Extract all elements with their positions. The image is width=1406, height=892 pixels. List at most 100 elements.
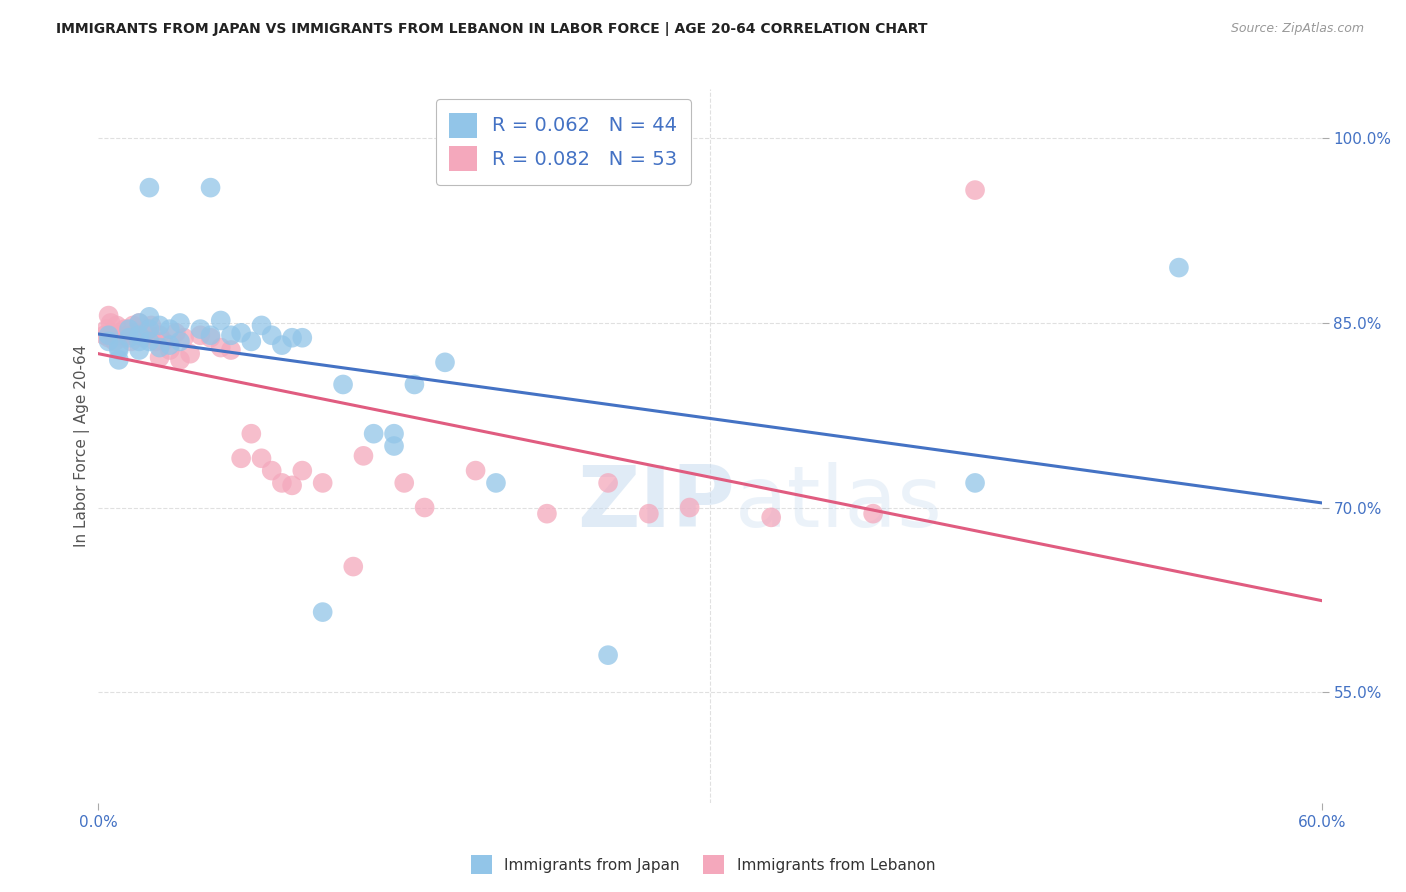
Point xyxy=(111,331,134,345)
Point xyxy=(536,507,558,521)
Point xyxy=(464,464,486,478)
Point xyxy=(260,328,283,343)
Text: IMMIGRANTS FROM JAPAN VS IMMIGRANTS FROM LEBANON IN LABOR FORCE | AGE 20-64 CORR: IMMIGRANTS FROM JAPAN VS IMMIGRANTS FROM… xyxy=(56,22,928,37)
Text: atlas: atlas xyxy=(734,461,942,545)
Legend: R = 0.062   N = 44, R = 0.082   N = 53: R = 0.062 N = 44, R = 0.082 N = 53 xyxy=(436,99,690,185)
Point xyxy=(270,338,294,352)
Point xyxy=(105,318,128,333)
Point xyxy=(122,318,145,333)
Point xyxy=(240,334,263,349)
Point xyxy=(118,328,141,343)
Point xyxy=(108,328,131,343)
Point xyxy=(159,322,181,336)
Point xyxy=(250,451,273,466)
Point xyxy=(128,334,150,349)
Point xyxy=(128,328,150,343)
Point xyxy=(413,500,436,515)
Point xyxy=(260,464,283,478)
Point xyxy=(138,328,160,343)
Point xyxy=(96,322,118,336)
Point xyxy=(104,334,127,349)
Point xyxy=(149,318,172,333)
Point xyxy=(392,475,416,490)
Point xyxy=(138,322,160,336)
Point xyxy=(219,343,242,357)
Point xyxy=(1167,260,1189,275)
Point xyxy=(404,377,426,392)
Point xyxy=(100,316,122,330)
Point xyxy=(138,310,160,324)
Point xyxy=(382,426,405,441)
Point xyxy=(138,180,160,194)
Point xyxy=(165,326,187,340)
Point xyxy=(598,648,620,662)
Point xyxy=(219,328,242,343)
Point xyxy=(118,322,141,336)
Point xyxy=(281,331,304,345)
Point xyxy=(188,322,212,336)
Point xyxy=(862,507,884,521)
Point xyxy=(128,343,150,357)
Point xyxy=(159,343,181,357)
Point xyxy=(169,334,191,349)
Point xyxy=(965,475,987,490)
Point xyxy=(128,316,150,330)
Point xyxy=(169,352,191,367)
Point xyxy=(114,322,136,336)
Point xyxy=(485,475,508,490)
Point xyxy=(312,605,335,619)
Point xyxy=(124,326,146,340)
Point xyxy=(97,334,120,349)
Point xyxy=(281,478,304,492)
Point xyxy=(352,449,374,463)
Point xyxy=(679,500,702,515)
Point xyxy=(200,180,222,194)
Point xyxy=(434,355,457,369)
Point xyxy=(200,331,222,345)
Point xyxy=(270,475,294,490)
Point xyxy=(108,341,131,355)
Point xyxy=(250,318,273,333)
Point xyxy=(149,341,172,355)
Point xyxy=(200,328,222,343)
Legend: Immigrants from Japan, Immigrants from Lebanon: Immigrants from Japan, Immigrants from L… xyxy=(465,849,941,880)
Point xyxy=(291,331,314,345)
Point xyxy=(965,183,987,197)
Point xyxy=(97,309,120,323)
Point xyxy=(97,331,120,345)
Point xyxy=(761,510,783,524)
Point xyxy=(136,322,159,336)
Point xyxy=(179,347,201,361)
Point xyxy=(145,334,167,349)
Point xyxy=(159,338,181,352)
Point xyxy=(93,328,115,343)
Point xyxy=(332,377,354,392)
Point xyxy=(141,318,163,333)
Point xyxy=(598,475,620,490)
Text: ZIP: ZIP xyxy=(576,461,734,545)
Point xyxy=(128,316,150,330)
Point xyxy=(240,426,263,441)
Point xyxy=(173,331,195,345)
Point xyxy=(118,331,141,345)
Y-axis label: In Labor Force | Age 20-64: In Labor Force | Age 20-64 xyxy=(75,345,90,547)
Point xyxy=(97,328,120,343)
Point xyxy=(363,426,385,441)
Point xyxy=(169,316,191,330)
Point xyxy=(209,313,232,327)
Point xyxy=(637,507,661,521)
Point xyxy=(291,464,314,478)
Point xyxy=(188,328,212,343)
Point xyxy=(231,326,253,340)
Point xyxy=(149,328,172,343)
Point xyxy=(152,334,174,349)
Point xyxy=(101,326,124,340)
Point xyxy=(149,351,172,365)
Point xyxy=(120,334,142,349)
Point xyxy=(209,341,232,355)
Point xyxy=(108,352,131,367)
Point xyxy=(312,475,335,490)
Point xyxy=(138,334,160,349)
Text: Source: ZipAtlas.com: Source: ZipAtlas.com xyxy=(1230,22,1364,36)
Point xyxy=(342,559,364,574)
